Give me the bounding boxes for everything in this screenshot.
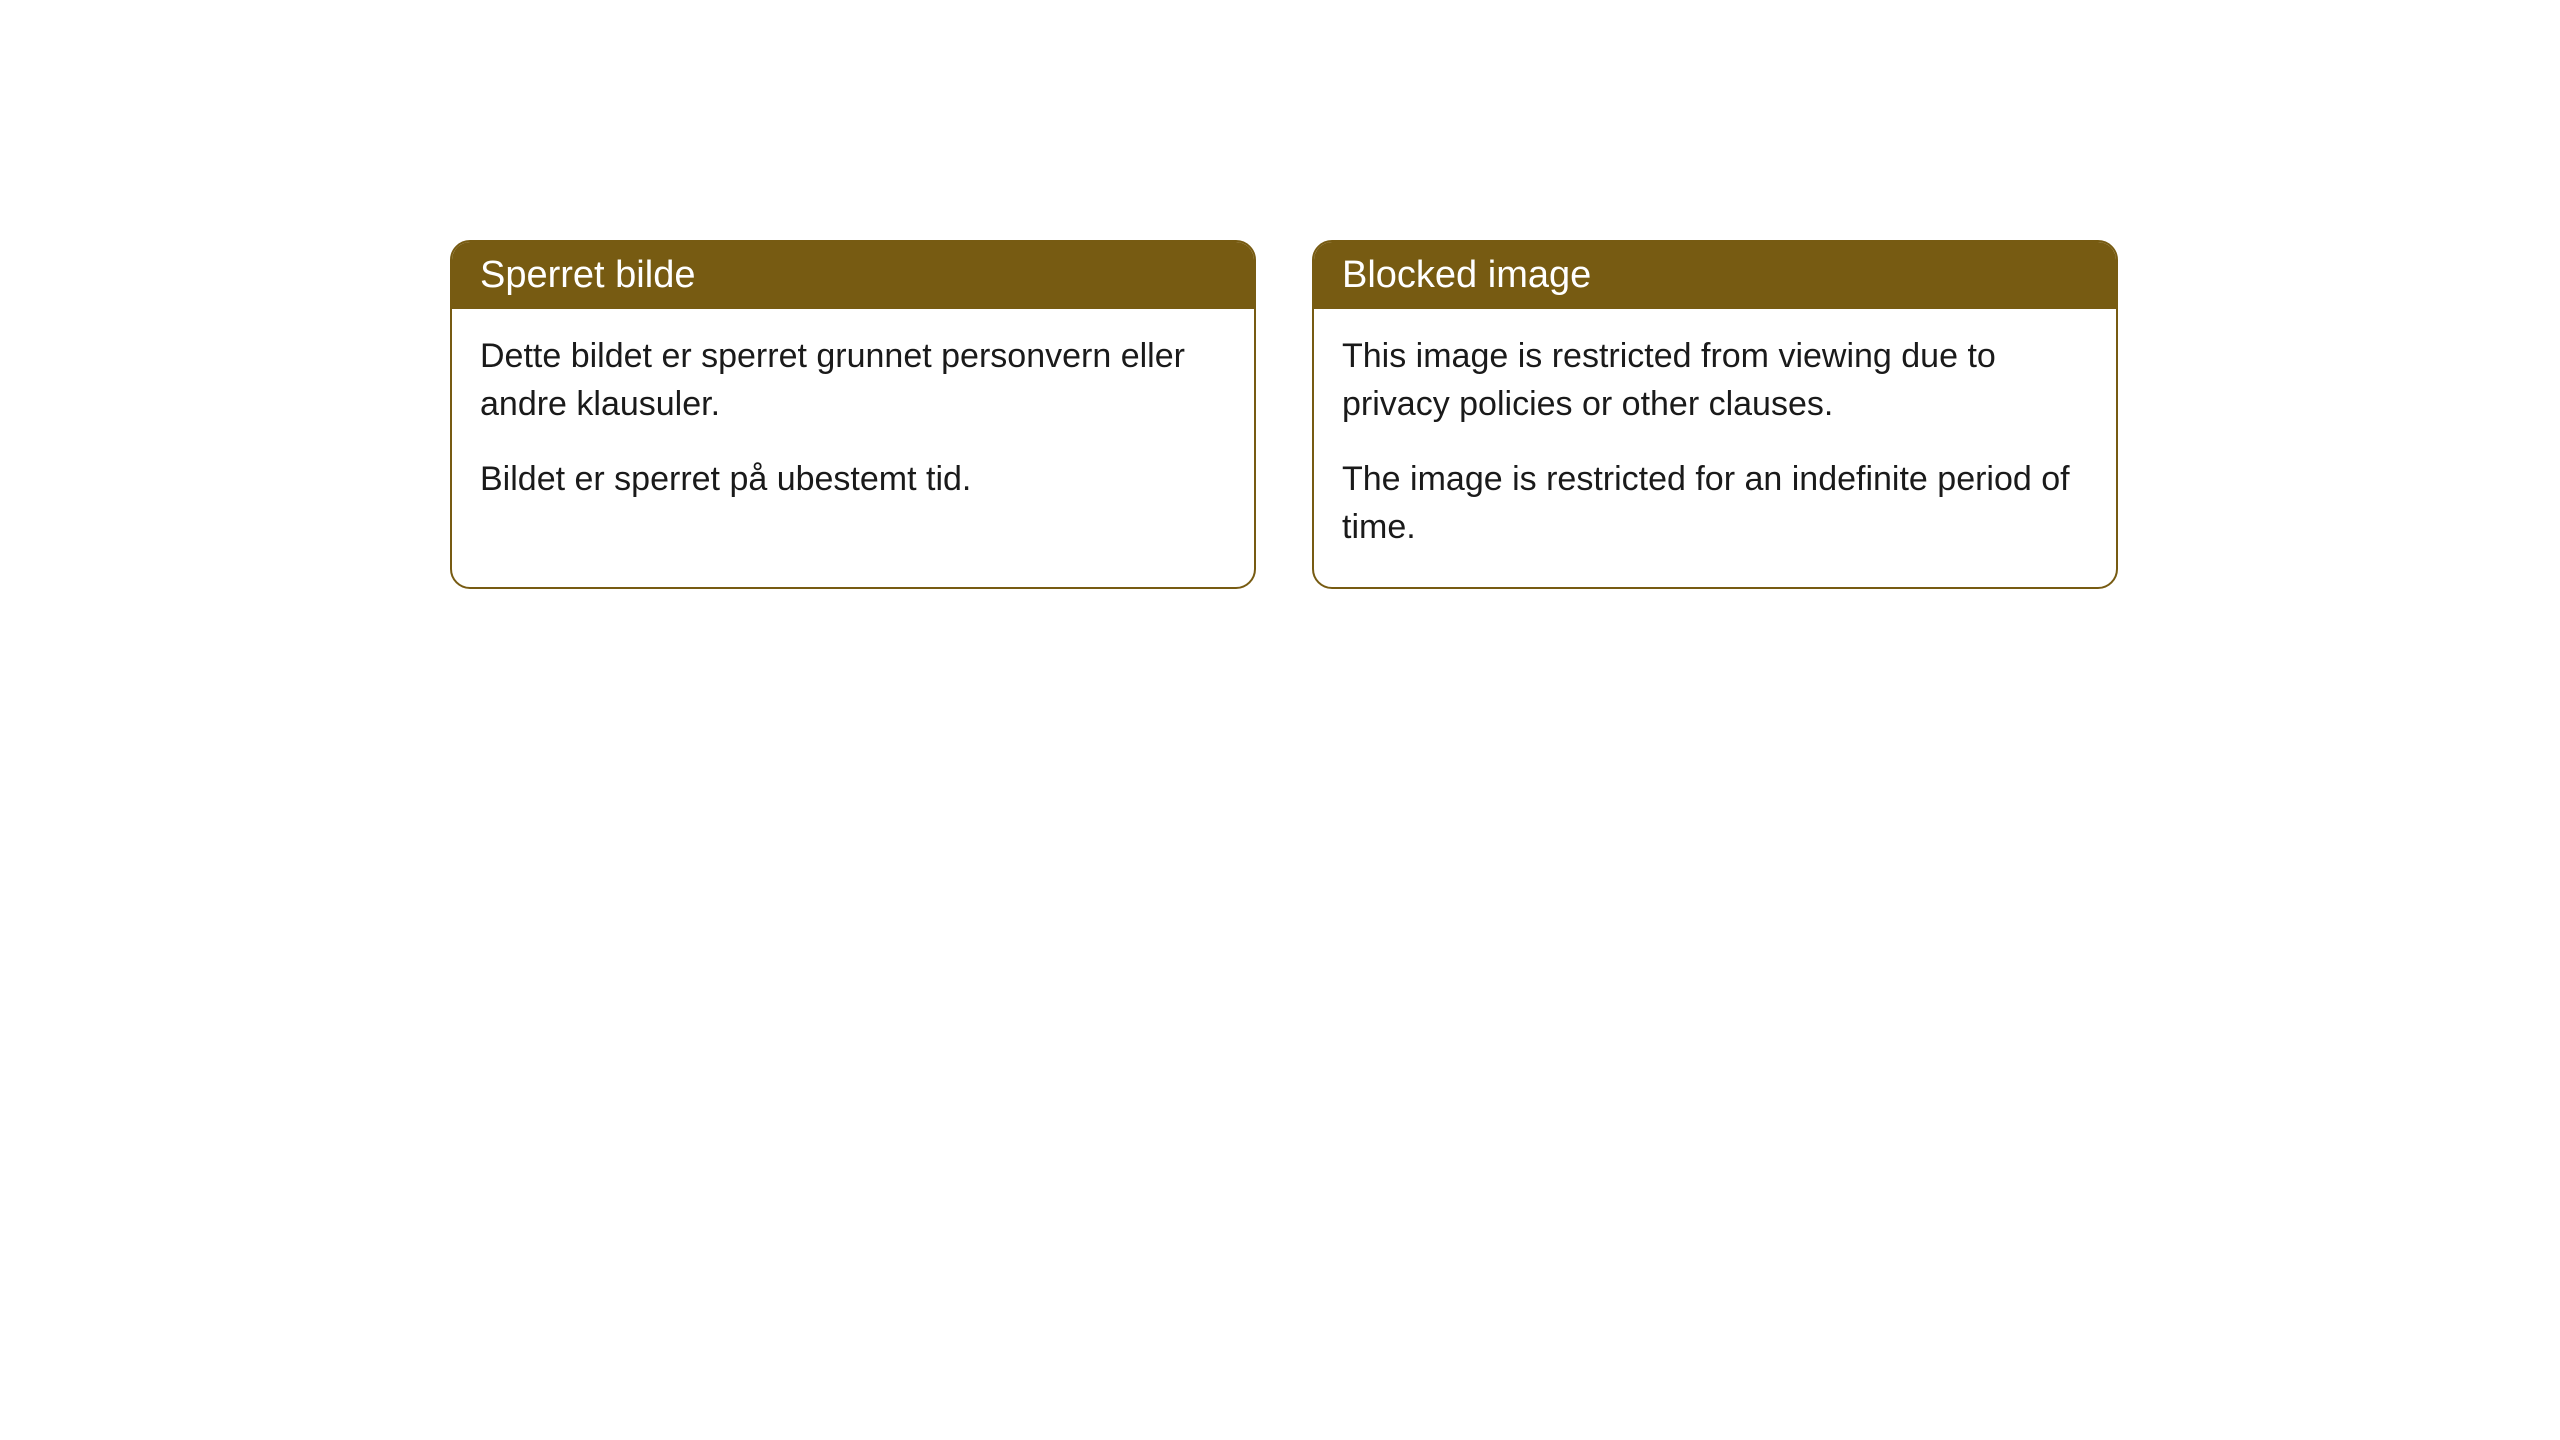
notice-paragraph-2-english: The image is restricted for an indefinit…: [1342, 456, 2088, 551]
notice-header-english: Blocked image: [1314, 242, 2116, 309]
notice-container: Sperret bilde Dette bildet er sperret gr…: [450, 240, 2118, 589]
notice-title-english: Blocked image: [1342, 254, 1591, 296]
notice-header-norwegian: Sperret bilde: [452, 242, 1254, 309]
notice-paragraph-1-norwegian: Dette bildet er sperret grunnet personve…: [480, 333, 1226, 428]
notice-body-english: This image is restricted from viewing du…: [1314, 309, 2116, 587]
notice-paragraph-1-english: This image is restricted from viewing du…: [1342, 333, 2088, 428]
notice-body-norwegian: Dette bildet er sperret grunnet personve…: [452, 309, 1254, 540]
notice-card-english: Blocked image This image is restricted f…: [1312, 240, 2118, 589]
notice-paragraph-2-norwegian: Bildet er sperret på ubestemt tid.: [480, 456, 1226, 504]
notice-title-norwegian: Sperret bilde: [480, 254, 695, 296]
notice-card-norwegian: Sperret bilde Dette bildet er sperret gr…: [450, 240, 1256, 589]
